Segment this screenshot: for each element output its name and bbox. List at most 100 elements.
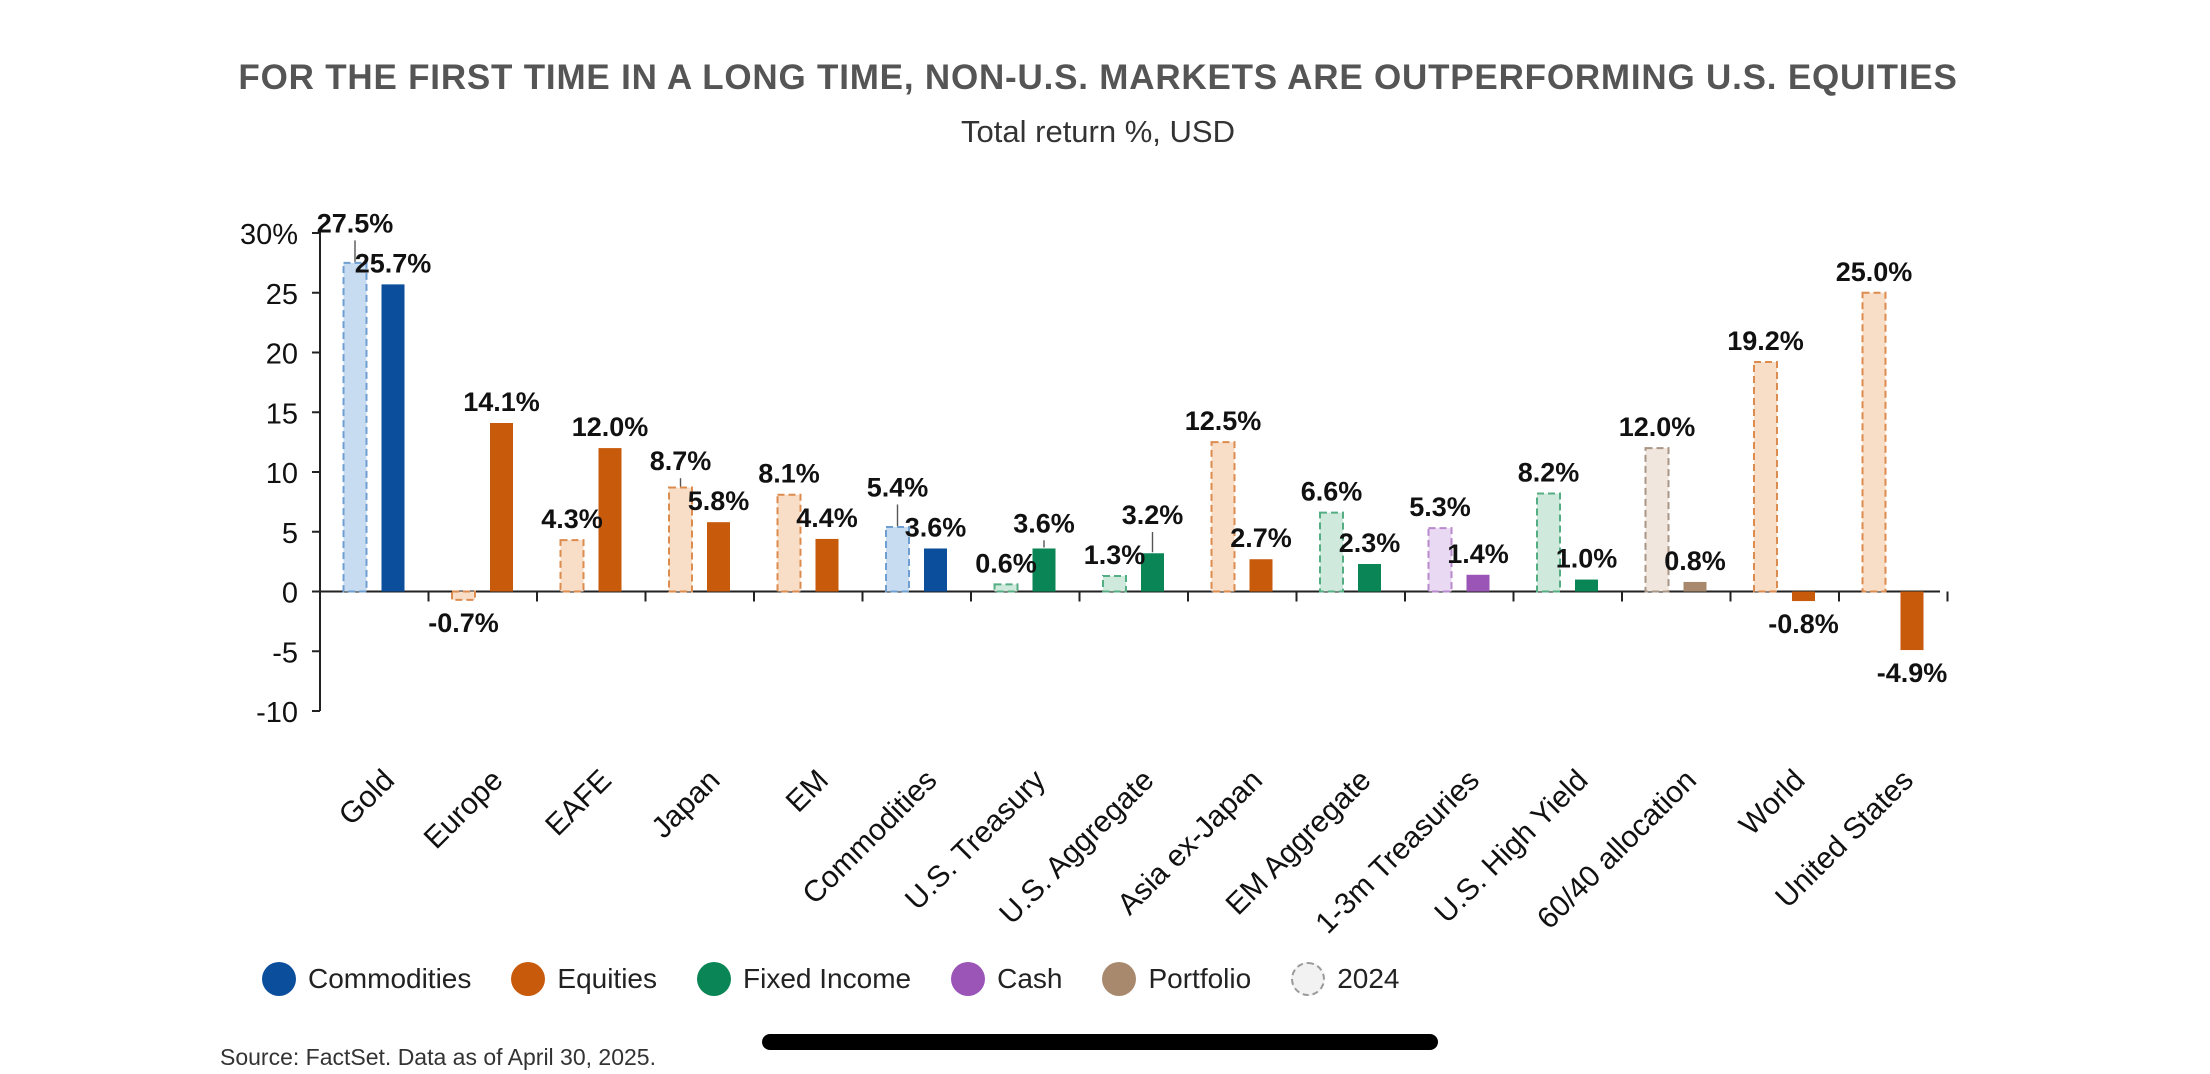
data-label-2025: 1.0% xyxy=(1556,544,1618,574)
data-label-2025: 3.6% xyxy=(1013,508,1075,538)
bar-2024 xyxy=(776,493,802,593)
bar-2024 xyxy=(1210,441,1236,593)
bar-group-gold: 27.5% 25.7% Gold xyxy=(317,208,432,831)
bar-2025 xyxy=(924,548,947,592)
bar-2025 xyxy=(1032,548,1056,592)
legend-item-cash: Cash xyxy=(951,962,1062,996)
legend-swatch xyxy=(262,962,296,996)
y-tick-label: 20 xyxy=(266,339,298,371)
legend-label: Portfolio xyxy=(1148,963,1252,994)
bar-group-commodities: 5.4%3.6%Commodities xyxy=(796,472,966,910)
bar-2024 xyxy=(1319,511,1344,593)
home-indicator-bar[interactable] xyxy=(762,1034,1438,1050)
bar-2024 xyxy=(1102,574,1127,593)
source-note: Source: FactSet. Data as of April 30, 20… xyxy=(220,1044,656,1070)
bar-group-world: 19.2% -0.8% World xyxy=(1727,326,1839,842)
x-tick-label-em: EM xyxy=(780,764,835,819)
bar-2025 xyxy=(1358,564,1381,592)
data-label-2024: 27.5% xyxy=(317,208,394,238)
legend-label: 2024 xyxy=(1337,963,1400,994)
legend-label: Commodities xyxy=(308,963,472,994)
bar-2025 xyxy=(1792,591,1815,602)
data-label-2025: 5.8% xyxy=(688,486,750,516)
y-tick-label: 25 xyxy=(266,279,298,311)
y-tick-label: 0 xyxy=(282,578,298,610)
data-label-2024: 19.2% xyxy=(1727,326,1804,356)
data-label-2025: 4.4% xyxy=(796,503,858,533)
data-label-2025: 12.0% xyxy=(572,412,649,442)
data-label-2024: 5.4% xyxy=(867,472,929,502)
x-tick-label-world: World xyxy=(1733,764,1811,842)
x-tick-label-gold: Gold xyxy=(333,764,401,832)
data-label-2024: 8.1% xyxy=(758,459,820,489)
legend-swatch xyxy=(1102,962,1137,996)
bar-2025 xyxy=(1683,581,1707,592)
bar-group-japan: 8.7% 5.8% Japan xyxy=(645,446,749,845)
y-tick-label: 15 xyxy=(266,398,298,430)
data-label-2024: -0.7% xyxy=(428,608,499,638)
data-label-2025: -0.8% xyxy=(1768,609,1839,639)
legend-item-fixed-income: Fixed Income xyxy=(697,962,911,996)
data-label-2025: 2.3% xyxy=(1339,528,1401,558)
data-label-2025: 1.4% xyxy=(1447,539,1509,569)
y-tick-label: 10 xyxy=(266,458,298,490)
data-label-2025: 0.8% xyxy=(1664,546,1726,576)
bar-2024 xyxy=(885,525,910,593)
legend-item-2024: 2024 xyxy=(1291,962,1399,996)
bar-2024 xyxy=(451,590,476,601)
bar-group-em: 8.1% 4.4% EM xyxy=(758,459,858,819)
legend-swatch xyxy=(951,962,986,996)
bar-group-asia-ex-japan: 12.5%2.7%Asia ex-Japan xyxy=(1111,406,1292,921)
x-tick-label-europe: Europe xyxy=(418,764,510,856)
data-label-2025: 3.6% xyxy=(905,512,967,542)
chart-legend: Commodities Equities Fixed Income Cash Portf… xyxy=(262,962,1439,996)
bar-group-60-40-allocation: 12.0%0.8%60/40 allocation xyxy=(1531,412,1726,935)
bar-group-europe: -0.7% 14.1% Europe xyxy=(418,387,540,855)
bar-2024 xyxy=(993,583,1019,593)
data-label-2024: 25.0% xyxy=(1836,257,1913,287)
bar-2024 xyxy=(559,539,585,593)
bar-2025 xyxy=(815,538,839,592)
bar-2025 xyxy=(598,448,622,592)
legend-swatch xyxy=(697,962,732,996)
bar-2024 xyxy=(1427,527,1453,593)
bar-2024 xyxy=(1861,291,1887,593)
data-label-2025: -4.9% xyxy=(1877,658,1948,688)
bar-2024 xyxy=(668,486,693,593)
data-label-2024: 5.3% xyxy=(1409,492,1471,522)
x-tick-label-eafe: EAFE xyxy=(539,764,618,843)
bar-group-eafe: 4.3% 12.0% EAFE xyxy=(539,412,648,842)
legend-item-commodities: Commodities xyxy=(262,962,471,996)
x-tick-label-japan: Japan xyxy=(645,764,726,845)
chart-subtitle: Total return %, USD xyxy=(961,114,1235,149)
bar-2025 xyxy=(1249,559,1273,592)
bar-2025 xyxy=(1900,591,1924,651)
bar-2024 xyxy=(1536,492,1561,593)
data-label-2024: 1.3% xyxy=(1084,540,1146,570)
y-tick-label: -5 xyxy=(272,637,298,669)
y-tick-label: 5 xyxy=(282,518,298,550)
bar-2025 xyxy=(707,522,730,592)
data-label-2024: 8.7% xyxy=(650,446,712,476)
y-tick-label: -10 xyxy=(256,697,298,729)
legend-label: Cash xyxy=(997,963,1063,994)
legend-item-portfolio: Portfolio xyxy=(1102,962,1251,996)
legend-label: Equities xyxy=(557,963,658,994)
bar-2025 xyxy=(1141,553,1164,592)
legend-label: Fixed Income xyxy=(743,963,912,994)
legend-swatch xyxy=(1291,962,1326,996)
data-label-2024: 0.6% xyxy=(975,548,1037,578)
bar-2025 xyxy=(1575,579,1598,592)
legend-swatch xyxy=(511,962,546,996)
bar-2024 xyxy=(1753,361,1778,593)
bar-2025 xyxy=(1466,574,1490,592)
bar-2024 xyxy=(1644,447,1670,593)
data-label-2024: 12.0% xyxy=(1619,412,1696,442)
data-label-2024: 12.5% xyxy=(1185,406,1262,436)
data-label-2025: 14.1% xyxy=(463,387,540,417)
legend-item-equities: Equities xyxy=(511,962,657,996)
bar-2024 xyxy=(342,261,368,593)
data-label-2024: 6.6% xyxy=(1301,477,1363,507)
data-label-2024: 8.2% xyxy=(1518,458,1580,488)
